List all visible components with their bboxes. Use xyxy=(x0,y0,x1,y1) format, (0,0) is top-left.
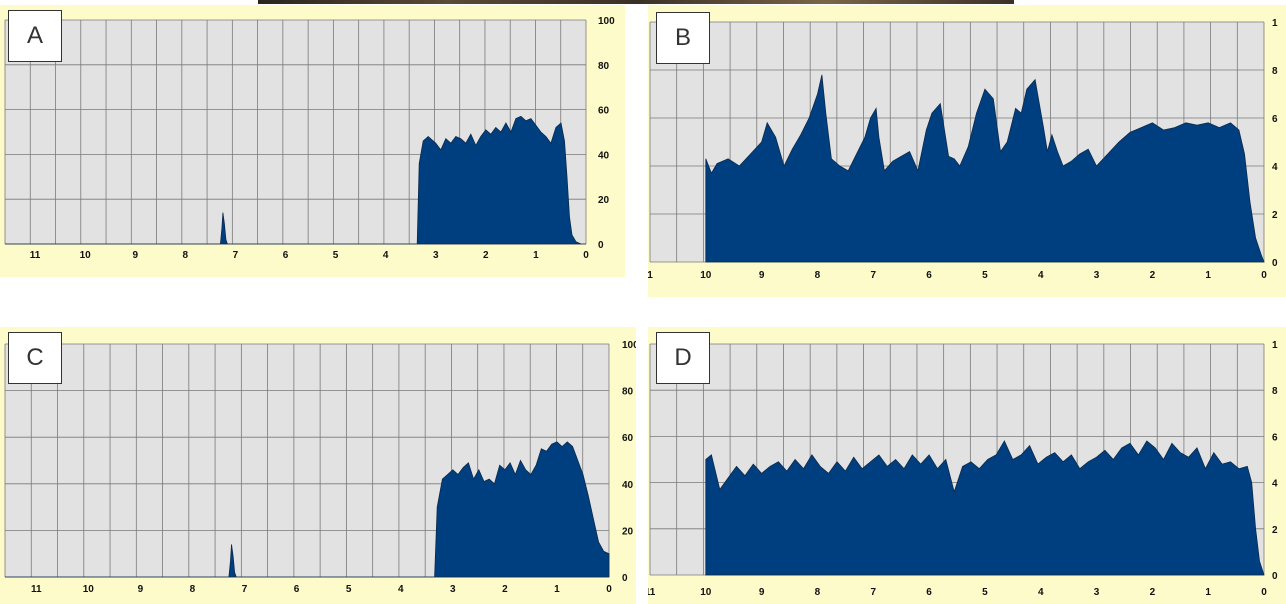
chart-d-x-tick-label: 5 xyxy=(982,587,988,598)
chart-b-x-tick-label: 1 xyxy=(648,270,653,281)
panel-label-a: A xyxy=(8,10,62,62)
chart-d-x-tick-label: 3 xyxy=(1094,587,1100,598)
chart-a-y-tick-label: 0 xyxy=(598,240,604,251)
chart-d-x-tick-label: 9 xyxy=(759,587,765,598)
chart-c-x-tick-label: 10 xyxy=(83,584,95,595)
chart-c-x-tick-label: 7 xyxy=(242,584,248,595)
chart-a-y-tick-label: 80 xyxy=(598,61,610,72)
chart-b-x-tick-label: 0 xyxy=(1261,270,1267,281)
panel-c: 11 10 9 8 7 6 5 4 3 2 1 0 0 20 40 60 80 100 C xyxy=(0,327,636,604)
chart-b-x-tick-label: 7 xyxy=(870,270,876,281)
chart-a-x-tick-label: 9 xyxy=(132,250,138,261)
chart-d-x-tick-label: 4 xyxy=(1038,587,1044,598)
panel-label-d: D xyxy=(656,332,710,384)
chart-d-x-tick-label: 0 xyxy=(1261,587,1267,598)
chart-d-x-tick-label: 10 xyxy=(700,587,712,598)
chart-c-x-tick-label: 8 xyxy=(190,584,196,595)
chart-d-y-tick-label: 2 xyxy=(1272,525,1278,536)
chart-a-x-tick-label: 8 xyxy=(183,250,189,261)
chart-c-x-tick-label: 0 xyxy=(606,584,612,595)
chart-d-x-tick-label: 7 xyxy=(870,587,876,598)
chart-c-x-tick-label: 9 xyxy=(138,584,144,595)
chart-b-y-tick-label: 1 xyxy=(1272,18,1278,29)
chart-a-y-tick-label: 20 xyxy=(598,195,610,206)
chart-b-y-tick-label: 0 xyxy=(1272,258,1278,269)
chart-b-x-tick-label: 9 xyxy=(759,270,765,281)
chart-d-y-tick-label: 8 xyxy=(1272,386,1278,397)
chart-c-x-tick-label: 4 xyxy=(398,584,404,595)
chart-d-y-tick-label: 6 xyxy=(1272,432,1278,443)
panel-d: 11109876543210024681 D xyxy=(648,327,1286,604)
chart-a-x-tick-label: 2 xyxy=(483,250,489,261)
chart-c-x-tick-label: 2 xyxy=(502,584,508,595)
chart-b-x-tick-label: 10 xyxy=(700,270,712,281)
chart-a-x-tick-label: 11 xyxy=(30,250,41,261)
chart-b-x-tick-label: 2 xyxy=(1150,270,1156,281)
chart-d-y-tick-label: 0 xyxy=(1272,571,1278,582)
chart-a-y-tick-label: 100 xyxy=(598,16,615,27)
chart-d-x-tick-label: 1 xyxy=(1205,587,1211,598)
chart-b-y-tick-label: 6 xyxy=(1272,114,1278,125)
chart-c-area-series xyxy=(5,441,610,578)
chart-b-x-tick-label: 4 xyxy=(1038,270,1044,281)
panel-label-b: B xyxy=(656,12,710,64)
chart-a-x-tick-label: 3 xyxy=(433,250,439,261)
chart-c-x-tick-label: 11 xyxy=(31,584,42,595)
chart-d-y-tick-label: 1 xyxy=(1272,340,1278,351)
chart-c-y-tick-label: 40 xyxy=(622,480,634,491)
chart-c-y-tick-label: 100 xyxy=(622,340,636,351)
panel-label-c: C xyxy=(8,332,62,384)
chart-c-x-tick-label: 3 xyxy=(450,584,456,595)
panel-b: 1 10 9 8 7 6 5 4 3 2 1 0 0 2 4 6 8 1 B xyxy=(648,5,1286,297)
chart-a-y-tick-label: 60 xyxy=(598,106,610,117)
chart-a-x-tick-label: 4 xyxy=(383,250,389,261)
chart-a-area-series xyxy=(5,115,586,245)
chart-d-area-series xyxy=(705,440,1265,576)
photo-strip xyxy=(258,0,1014,4)
chart-b-x-tick-label: 6 xyxy=(926,270,932,281)
chart-a-x-tick-label: 6 xyxy=(283,250,289,261)
chart-c-x-tick-label: 6 xyxy=(294,584,300,595)
chart-d-x-tick-label: 8 xyxy=(815,587,821,598)
chart-b-x-tick-label: 8 xyxy=(815,270,821,281)
chart-c-y-tick-label: 60 xyxy=(622,433,634,444)
chart-a-x-tick-label: 10 xyxy=(80,250,92,261)
chart-d-x-tick-label: 2 xyxy=(1150,587,1156,598)
chart-b-x-tick-label: 5 xyxy=(982,270,988,281)
chart-d-y-tick-label: 4 xyxy=(1272,479,1278,490)
chart-a-x-tick-label: 1 xyxy=(533,250,539,261)
chart-d: 11109876543210024681 xyxy=(648,340,1278,598)
panel-a: 11 10 9 8 7 6 5 4 3 2 1 0 0 20 40 60 80 100 A xyxy=(0,5,625,277)
chart-b-y-tick-label: 8 xyxy=(1272,66,1278,77)
chart-a-y-tick-label: 40 xyxy=(598,150,610,161)
chart-a-x-tick-label: 5 xyxy=(333,250,339,261)
chart-b-x-tick-label: 3 xyxy=(1094,270,1100,281)
chart-b-area-series xyxy=(705,74,1265,263)
chart-a-x-tick-label: 0 xyxy=(583,250,589,261)
chart-b-y-tick-label: 4 xyxy=(1272,162,1278,173)
chart-d-x-tick-label: 11 xyxy=(648,587,656,598)
chart-b-x-tick-label: 1 xyxy=(1205,270,1211,281)
chart-c-y-tick-label: 20 xyxy=(622,526,634,537)
chart-a-x-tick-label: 7 xyxy=(233,250,239,261)
chart-b-y-tick-label: 2 xyxy=(1272,210,1278,221)
chart-c-y-tick-label: 80 xyxy=(622,387,634,398)
chart-d-x-tick-label: 6 xyxy=(926,587,932,598)
chart-c-x-tick-label: 5 xyxy=(346,584,352,595)
chart-c-y-tick-label: 0 xyxy=(622,573,628,584)
chart-c-x-tick-label: 1 xyxy=(554,584,560,595)
